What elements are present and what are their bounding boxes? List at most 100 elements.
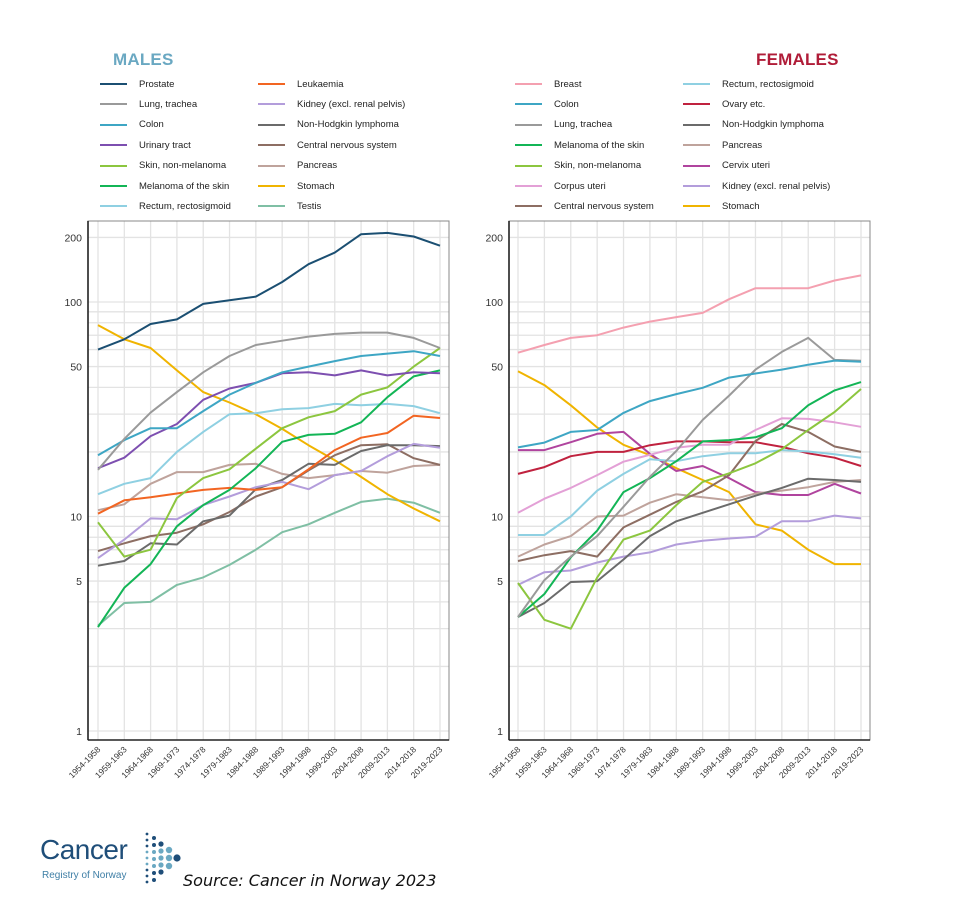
legend-label: Lung, trachea [554, 119, 613, 131]
legend-swatch [100, 123, 127, 126]
males-line-pancreas [97, 462, 441, 512]
legend-item-lung-trachea: Lung, trachea [515, 118, 612, 132]
males-line-stomach [97, 324, 441, 523]
males-y-tick-label: 50 [70, 362, 82, 374]
legend-swatch [515, 123, 542, 126]
males-line-melanoma-of-the-skin [97, 369, 441, 628]
legend-label: Central nervous system [297, 139, 397, 151]
logo-dot [145, 832, 149, 836]
logo-dot [158, 841, 164, 847]
legend-label: Non-Hodgkin lymphoma [297, 119, 399, 131]
legend-swatch [683, 123, 710, 126]
legend-item-skin-non-melanoma: Skin, non-melanoma [515, 159, 641, 173]
legend-swatch [515, 185, 542, 187]
males-title: MALES [113, 50, 174, 69]
legend-label: Skin, non-melanoma [139, 160, 227, 172]
females-title: FEMALES [756, 50, 839, 69]
legend-label: Pancreas [297, 160, 338, 172]
legend-swatch [515, 103, 542, 106]
legend-item-testis: Testis [258, 199, 321, 213]
logo-dot [165, 854, 173, 862]
legend-swatch [258, 103, 285, 106]
legend-item-stomach: Stomach [683, 199, 760, 213]
legend-label: Breast [554, 78, 582, 90]
logo-dot [158, 862, 164, 868]
legend-item-urinary-tract: Urinary tract [100, 138, 191, 152]
logo-dot [145, 850, 149, 854]
legend-item-kidney-excl-renal-pelvis: Kidney (excl. renal pelvis) [683, 179, 830, 193]
males-line-urinary-tract [97, 369, 441, 470]
legend-item-pancreas: Pancreas [683, 138, 762, 152]
males-line-testis [97, 497, 441, 627]
logo-dot [152, 864, 156, 868]
legend-swatch [100, 144, 127, 147]
males-y-tick-label: 100 [64, 297, 82, 309]
legend-item-central-nervous-system: Central nervous system [515, 199, 654, 213]
males-line-lung-trachea [97, 331, 441, 471]
legend-label: Prostate [139, 78, 175, 90]
males-line-skin-non-melanoma [97, 347, 441, 558]
logo-dot [173, 854, 181, 862]
logo-dot [152, 843, 156, 847]
males-y-tick-label: 200 [64, 232, 82, 244]
legend-swatch [683, 144, 710, 147]
legend-item-leukaemia: Leukaemia [258, 77, 343, 91]
legend-label: Kidney (excl. renal pelvis) [722, 180, 831, 192]
legend-label: Corpus uteri [554, 180, 606, 192]
logo-dot [152, 850, 156, 854]
legend-label: Stomach [297, 180, 335, 192]
legend-label: Lung, trachea [139, 98, 198, 110]
legend-label: Stomach [722, 200, 760, 212]
males-line-leukaemia [97, 414, 441, 515]
legend-swatch [515, 205, 542, 208]
males-line-central-nervous-system [97, 443, 441, 553]
males-line-non-hodgkin-lymphoma [97, 444, 441, 567]
legend-item-skin-non-melanoma: Skin, non-melanoma [100, 159, 226, 173]
legend-swatch [100, 83, 127, 85]
legend-swatch [683, 164, 710, 167]
legend-label: Central nervous system [554, 200, 654, 212]
legend-item-central-nervous-system: Central nervous system [258, 138, 397, 152]
legend-label: Kidney (excl. renal pelvis) [297, 98, 406, 110]
legend-swatch [100, 205, 127, 208]
legend-swatch [258, 164, 285, 167]
legend-item-breast: Breast [515, 77, 581, 91]
legend-item-non-hodgkin-lymphoma: Non-Hodgkin lymphoma [683, 118, 824, 132]
legend-item-colon: Colon [515, 97, 579, 111]
males-line-kidney-excl-renal-pelvis [97, 442, 441, 559]
legend-item-melanoma-of-the-skin: Melanoma of the skin [515, 138, 644, 152]
legend-swatch [515, 164, 542, 167]
logo-dot [158, 848, 164, 854]
logo-dot [152, 857, 156, 861]
logo-dot [165, 846, 173, 854]
legend-swatch [100, 103, 127, 106]
legend-swatch [100, 164, 127, 167]
legend-label: Colon [139, 119, 164, 131]
logo-dot [152, 871, 156, 875]
logo-word: Cancer [40, 834, 128, 865]
logo-dot [145, 862, 149, 866]
legend-label: Colon [554, 98, 579, 110]
logo-dot [158, 855, 164, 861]
legend-item-cervix-uteri: Cervix uteri [683, 159, 770, 173]
legend-swatch [100, 185, 127, 187]
males-line-colon [97, 350, 441, 457]
males-series-lines [97, 231, 441, 628]
legend-swatch [258, 83, 285, 85]
legend-item-colon: Colon [100, 118, 164, 132]
logo-subtitle: Registry of Norway [42, 870, 127, 881]
legend-swatch [258, 123, 285, 126]
legend-item-rectum-rectosigmoid: Rectum, rectosigmoid [100, 199, 231, 213]
legend-item-prostate: Prostate [100, 77, 174, 91]
legend-swatch [683, 103, 710, 106]
males-y-tick-label: 10 [70, 512, 82, 524]
logo-dot [145, 880, 149, 884]
males-gridlines [88, 221, 449, 740]
legend-item-stomach: Stomach [258, 179, 335, 193]
logo-dot [145, 868, 149, 872]
legend-swatch [258, 205, 285, 208]
males-y-tick-label: 1 [76, 726, 82, 738]
legend-swatch [258, 185, 285, 187]
legend-label: Skin, non-melanoma [554, 160, 642, 172]
logo-dot [145, 874, 149, 878]
